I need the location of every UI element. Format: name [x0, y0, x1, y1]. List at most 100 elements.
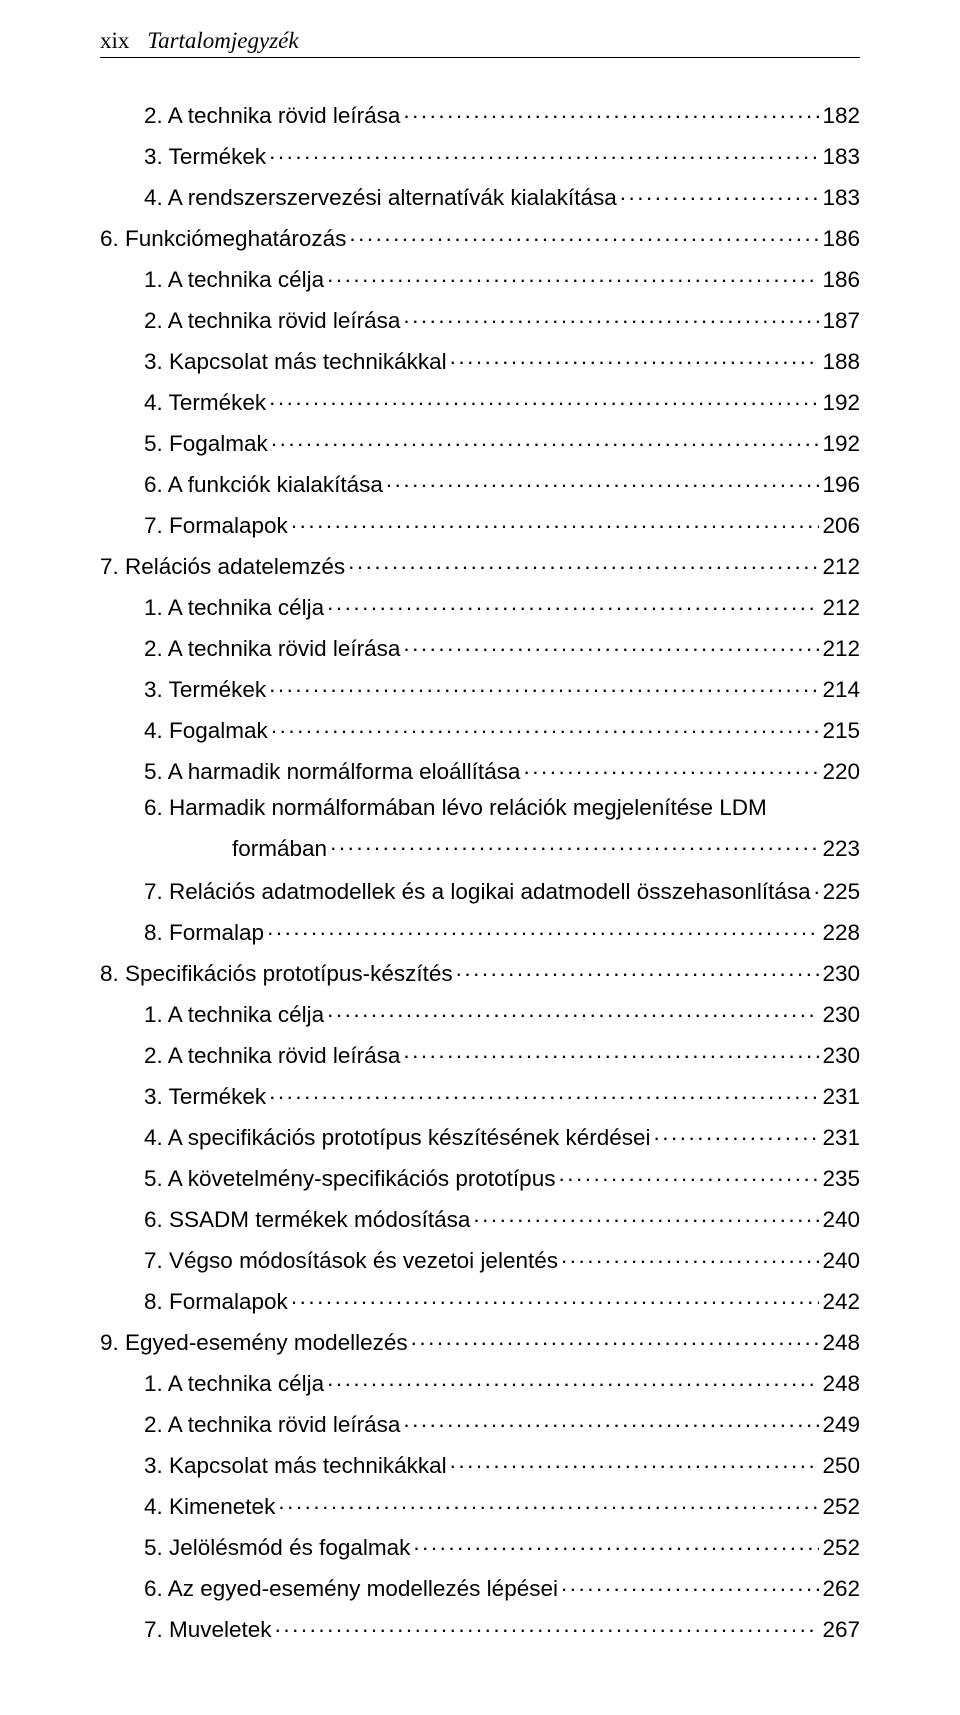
toc-entry: 8. Specifikációs prototípus-készítés 230 [100, 958, 860, 985]
toc-page-number: 228 [822, 922, 860, 945]
toc-leader-dots [271, 428, 820, 451]
toc-page-number: 240 [822, 1209, 860, 1232]
toc-entry: 6. Az egyed-esemény modellezés lépései26… [144, 1573, 860, 1600]
toc-entry: 5. A követelmény-specifikációs prototípu… [144, 1163, 860, 1190]
toc-leader-dots [620, 182, 820, 205]
toc-entry-text: 3. Termékek [144, 146, 266, 169]
toc-page-number: 220 [822, 761, 860, 784]
toc-leader-dots [450, 1450, 820, 1473]
toc-entry: 4. Termékek192 [144, 387, 860, 414]
toc-page-number: 182 [822, 105, 860, 128]
toc-leader-dots [403, 1040, 819, 1063]
toc-entry: 1. A technika célja 230 [144, 999, 860, 1026]
toc-entry: 7. Formalapok206 [144, 510, 860, 537]
toc-entry-text: 9. Egyed-esemény modellezés [100, 1332, 408, 1355]
toc-page-number: 249 [822, 1414, 860, 1437]
toc-page-number: 248 [822, 1332, 860, 1355]
toc-entry-text: 4. A rendszerszervezési alternatívák kia… [144, 187, 617, 210]
toc-entry-text: 3. Termékek [144, 679, 266, 702]
toc-leader-dots [269, 674, 819, 697]
toc-entry: 6. A funkciók kialakítása196 [144, 469, 860, 496]
toc-entry: 7. Végso módosítások és vezetoi jelentés… [144, 1245, 860, 1272]
toc-entry-text: 7. Relációs adatmodellek és a logikai ad… [144, 881, 811, 904]
toc-leader-dots [348, 551, 819, 574]
toc-leader-dots [450, 346, 820, 369]
header-page-number: xix [100, 28, 129, 54]
toc-entry-text: 8. Formalapok [144, 1291, 288, 1314]
toc-entry-text: 7. Relációs adatelemzés [100, 556, 345, 579]
toc-entry: 3. Kapcsolat más technikákkal 250 [144, 1450, 860, 1477]
toc-entry: 7. Muveletek267 [144, 1614, 860, 1641]
toc-leader-dots [523, 756, 819, 779]
toc-page-number: 267 [822, 1619, 860, 1642]
toc-page-number: 214 [822, 679, 860, 702]
toc-page-number: 192 [822, 433, 860, 456]
toc-entry-continuation: formában 223 [232, 834, 860, 863]
toc-leader-dots [330, 834, 819, 857]
toc-page-number: 212 [822, 597, 860, 620]
toc-entry-text: 1. A technika célja [144, 597, 324, 620]
toc-entry: 7. Relációs adatelemzés 212 [100, 551, 860, 578]
toc-entry: 2. A technika rövid leírása182 [144, 100, 860, 127]
toc-entry: 1. A technika célja 212 [144, 592, 860, 619]
toc-entry-text: 2. A technika rövid leírása [144, 1414, 400, 1437]
toc-entry: 4. A specifikációs prototípus készítésén… [144, 1122, 860, 1149]
table-of-contents: 2. A technika rövid leírása1823. Terméke… [100, 100, 860, 1641]
toc-leader-dots [561, 1573, 819, 1596]
toc-page-number: 212 [822, 556, 860, 579]
toc-entry-text: 6. Funkciómeghatározás [100, 228, 346, 251]
toc-entry: 5. A harmadik normálforma eloállítása 220 [144, 756, 860, 783]
toc-entry-text: 8. Specifikációs prototípus-készítés [100, 963, 453, 986]
toc-entry: 6. Harmadik normálformában lévo relációk… [144, 797, 860, 820]
toc-entry-text: 6. SSADM termékek módosítása [144, 1209, 470, 1232]
toc-entry: 3. Termékek 214 [144, 674, 860, 701]
toc-page-number: 230 [822, 963, 860, 986]
toc-leader-dots [561, 1245, 819, 1268]
toc-leader-dots [269, 1081, 819, 1104]
toc-entry: 4. Fogalmak215 [144, 715, 860, 742]
toc-entry-text: 2. A technika rövid leírása [144, 1045, 400, 1068]
toc-leader-dots [327, 999, 819, 1022]
toc-page-number: 187 [822, 310, 860, 333]
toc-entry-text: 5. A harmadik normálforma eloállítása [144, 761, 520, 784]
toc-leader-dots [275, 1614, 820, 1637]
toc-leader-dots [403, 305, 819, 328]
toc-entry-text: 5. Jelölésmód és fogalmak [144, 1537, 410, 1560]
toc-page-number: 215 [822, 720, 860, 743]
toc-page-number: 252 [822, 1537, 860, 1560]
toc-entry-text: 3. Kapcsolat más technikákkal [144, 1455, 447, 1478]
toc-page-number: 250 [822, 1455, 860, 1478]
toc-entry-text: 3. Kapcsolat más technikákkal [144, 351, 447, 374]
toc-entry-text: 1. A technika célja [144, 1004, 324, 1027]
toc-leader-dots [654, 1122, 820, 1145]
toc-entry-text: formában [232, 836, 327, 862]
toc-entry-text: 8. Formalap [144, 922, 264, 945]
toc-page-number: 188 [822, 351, 860, 374]
toc-page-number: 223 [822, 836, 860, 862]
toc-entry: 2. A technika rövid leírása187 [144, 305, 860, 332]
toc-entry-text: 6. A funkciók kialakítása [144, 474, 383, 497]
toc-leader-dots [278, 1491, 819, 1514]
toc-entry-text: 1. A technika célja [144, 1373, 324, 1396]
toc-entry: 8. Formalapok242 [144, 1286, 860, 1313]
toc-entry: 3. Kapcsolat más technikákkal 188 [144, 346, 860, 373]
toc-entry-text: 2. A technika rövid leírása [144, 638, 400, 661]
toc-page-number: 183 [822, 146, 860, 169]
toc-leader-dots [814, 876, 820, 899]
header-title: Tartalomjegyzék [147, 28, 298, 54]
toc-entry: 5. Fogalmak 192 [144, 428, 860, 455]
toc-entry: 3. Termékek231 [144, 1081, 860, 1108]
toc-page-number: 206 [822, 515, 860, 538]
toc-leader-dots [411, 1327, 820, 1350]
toc-page-number: 183 [822, 187, 860, 210]
toc-page-number: 231 [822, 1127, 860, 1150]
toc-entry-text: 5. A követelmény-specifikációs prototípu… [144, 1168, 555, 1191]
toc-page-number: 186 [822, 269, 860, 292]
toc-page-number: 240 [822, 1250, 860, 1273]
toc-entry-text: 5. Fogalmak [144, 433, 268, 456]
toc-leader-dots [269, 141, 819, 164]
toc-page-number: 230 [822, 1045, 860, 1068]
toc-page-number: 230 [822, 1004, 860, 1027]
toc-entry: 1. A technika célja248 [144, 1368, 860, 1395]
toc-entry: 1. A technika célja186 [144, 264, 860, 291]
